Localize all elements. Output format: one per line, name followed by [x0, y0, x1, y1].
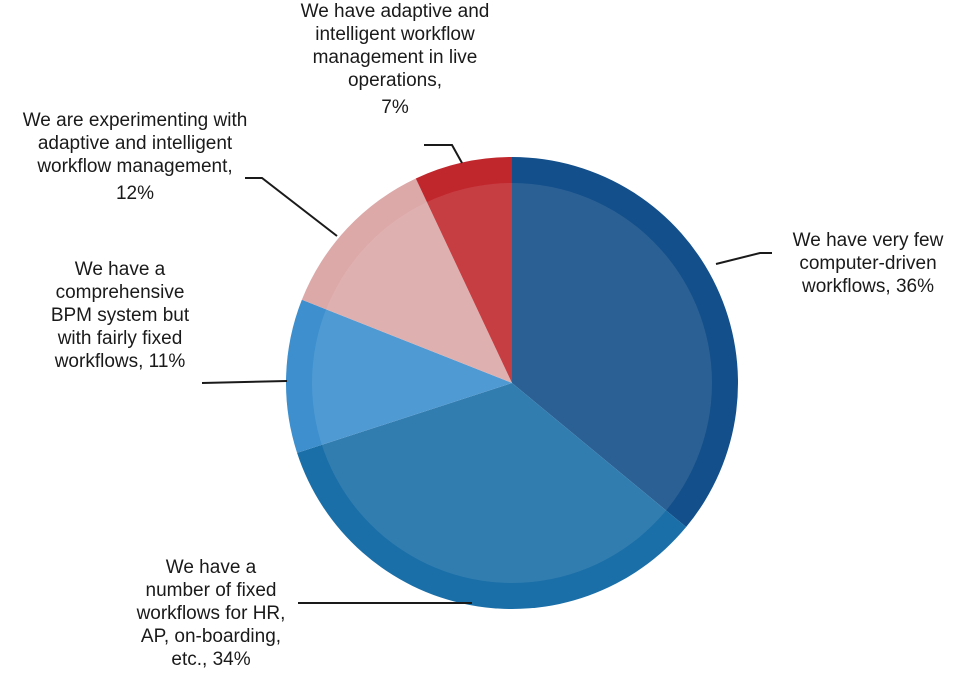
- pie-slice: [297, 383, 687, 609]
- category-label: We have a number of fixed workflows for …: [136, 557, 286, 670]
- slice-label: We are experimenting with adaptive and i…: [10, 109, 260, 205]
- value-label: 12%: [115, 183, 155, 204]
- leader-line: [245, 177, 338, 237]
- slice-label: We have very few computer-driven workflo…: [768, 229, 968, 298]
- pie-slice: [301, 178, 512, 383]
- value-label: 7%: [381, 97, 409, 118]
- category-label: We have a comprehensive BPM system but w…: [50, 259, 190, 372]
- category-label: We are experimenting with adaptive and i…: [22, 110, 248, 177]
- value-label: 34%: [212, 649, 251, 670]
- category-label: We have very few computer-driven workflo…: [792, 230, 944, 297]
- pie-slice: [415, 157, 512, 383]
- value-label: 36%: [895, 276, 934, 297]
- slice-label: We have a number of fixed workflows for …: [135, 556, 287, 671]
- slice-label: We have a comprehensive BPM system but w…: [40, 258, 200, 373]
- leader-line: [715, 252, 772, 265]
- pie-highlight: [312, 183, 712, 583]
- leader-line: [201, 380, 288, 384]
- slice-label: We have adaptive and intelligent workflo…: [290, 0, 500, 119]
- leader-line: [424, 144, 463, 164]
- pie-slice: [512, 157, 738, 528]
- pie-slice: [286, 299, 512, 453]
- category-label: We have adaptive and intelligent workflo…: [300, 1, 490, 91]
- value-label: 11%: [148, 351, 186, 372]
